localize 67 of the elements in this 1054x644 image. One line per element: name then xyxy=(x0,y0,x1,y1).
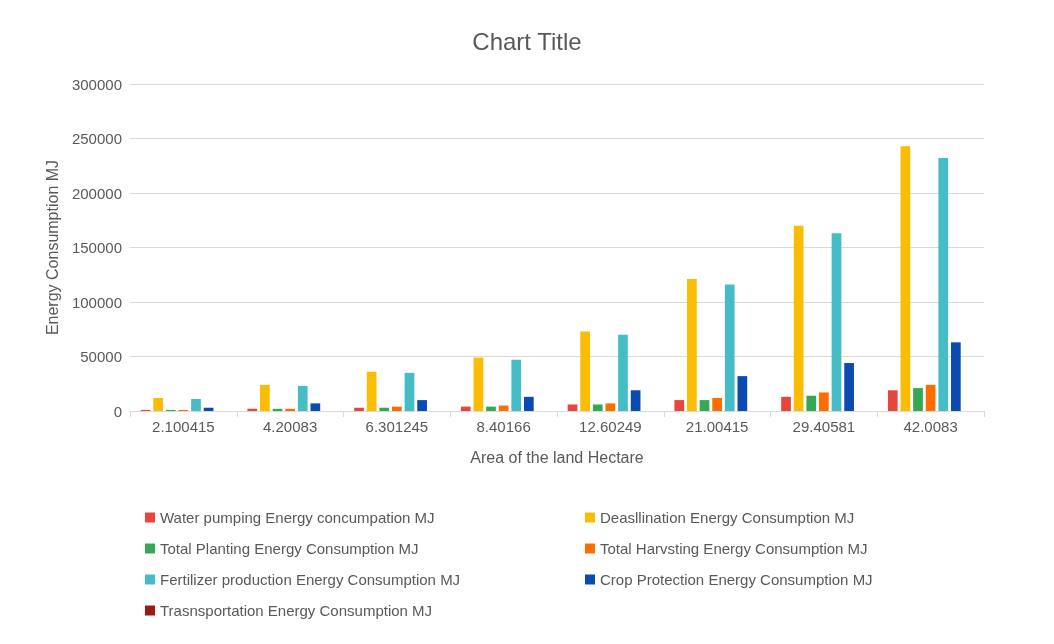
bar xyxy=(724,284,735,411)
x-tick-label: 2.100415 xyxy=(152,418,215,435)
bar xyxy=(712,397,722,411)
bar xyxy=(417,400,427,411)
bar xyxy=(310,403,321,411)
bar xyxy=(392,406,402,411)
bar xyxy=(630,390,641,411)
bar xyxy=(687,279,697,411)
x-tick-label: 21.00415 xyxy=(685,418,749,435)
bar xyxy=(297,385,308,411)
x-axis-title: Area of the land Hectare xyxy=(470,448,644,466)
bar xyxy=(618,334,628,411)
bar xyxy=(354,407,364,411)
bar xyxy=(473,357,484,411)
legend-label: Crop Protection Energy Consumption MJ xyxy=(600,571,873,588)
bar xyxy=(900,146,911,411)
bar xyxy=(247,408,258,411)
y-tick-label: 50000 xyxy=(80,348,122,365)
y-tick-label: 100000 xyxy=(71,293,122,311)
bar xyxy=(153,397,163,411)
legend-label: Fertilizer production Energy Consumption MJ xyxy=(160,571,461,588)
bar xyxy=(285,408,295,411)
bar xyxy=(737,376,748,411)
y-tick-label: 0 xyxy=(113,402,122,420)
x-tick-label: 8.40166 xyxy=(476,418,531,435)
bar xyxy=(819,392,829,411)
y-tick-label: 250000 xyxy=(71,130,122,147)
y-axis-title: Energy Consumption MJ xyxy=(43,159,61,336)
bar xyxy=(887,390,898,411)
y-tick-label: 150000 xyxy=(71,239,122,256)
chart-title: Chart Title xyxy=(472,27,582,55)
y-tick-label: 200000 xyxy=(71,184,122,202)
bar xyxy=(844,363,854,411)
y-tick-label: 300000 xyxy=(71,75,122,93)
legend-label: Water pumping Energy concumpation MJ xyxy=(160,509,435,526)
bar xyxy=(793,225,804,411)
bar xyxy=(925,384,936,411)
bar xyxy=(831,233,842,411)
bar xyxy=(366,371,377,411)
bar xyxy=(460,406,471,411)
legend-label: Deasllination Energy Consumption MJ xyxy=(600,509,855,526)
bar xyxy=(938,158,949,411)
bar xyxy=(699,400,710,411)
bar xyxy=(191,399,201,411)
bar xyxy=(486,406,496,411)
bar xyxy=(260,384,270,411)
x-tick-label: 4.20083 xyxy=(263,418,318,435)
x-tick-label: 12.60249 xyxy=(579,418,642,435)
bar xyxy=(592,404,603,411)
x-tick-label: 6.301245 xyxy=(365,418,429,435)
legend-label: Trasnsportation Energy Consumption MJ xyxy=(160,602,433,619)
bar xyxy=(567,404,578,411)
legend-label: Total Harvsting Energy Consumption MJ xyxy=(600,540,868,557)
x-tick-label: 29.40581 xyxy=(792,418,856,435)
bar xyxy=(951,342,961,411)
bar xyxy=(379,407,390,411)
bar xyxy=(605,403,616,411)
bar xyxy=(524,396,534,411)
bar xyxy=(913,388,923,411)
x-tick-label: 42.0083 xyxy=(903,418,958,435)
legend-label: Total Planting Energy Consumption MJ xyxy=(160,540,419,557)
bar xyxy=(674,400,685,411)
bar xyxy=(580,331,590,411)
bar xyxy=(806,395,817,411)
bar xyxy=(404,372,415,411)
bar xyxy=(511,359,522,411)
bar xyxy=(781,396,791,411)
